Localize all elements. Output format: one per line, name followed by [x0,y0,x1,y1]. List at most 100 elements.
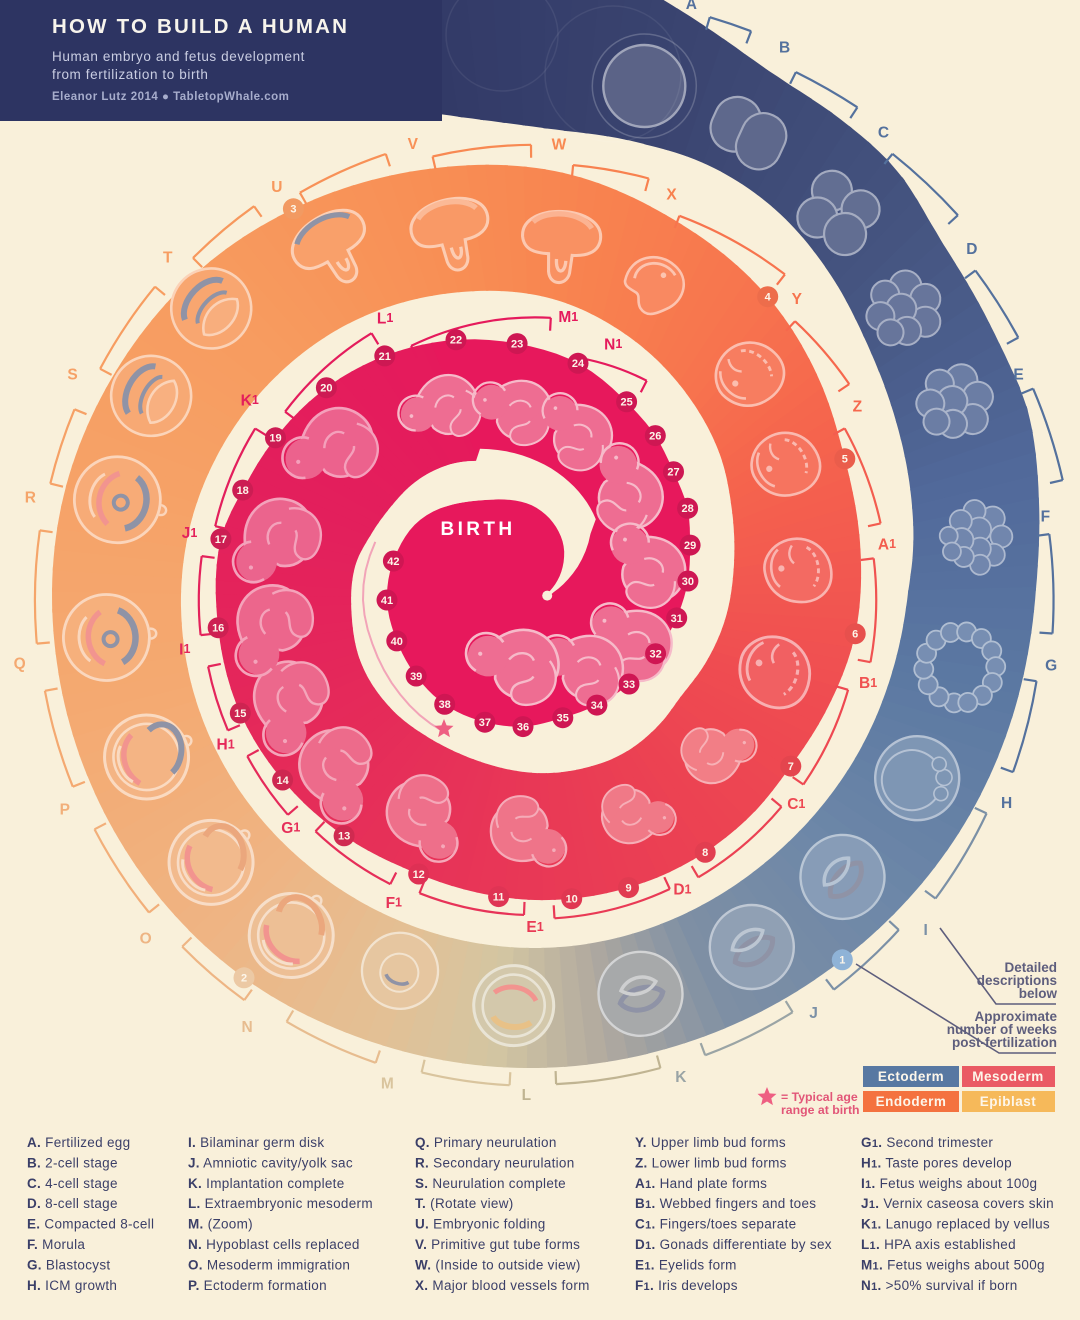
svg-text:31: 31 [671,613,683,625]
svg-text:32: 32 [649,649,661,661]
svg-text:Q. Primary neurulation: Q. Primary neurulation [415,1135,557,1150]
svg-text:16: 16 [212,623,224,635]
svg-text:J: J [809,1005,818,1022]
svg-text:post-fertilization: post-fertilization [952,1035,1057,1050]
svg-text:5: 5 [842,454,848,466]
svg-text:P: P [60,801,70,818]
svg-text:O. Mesoderm immigration: O. Mesoderm immigration [188,1257,350,1272]
svg-text:I1: I1 [179,641,190,658]
svg-text:27: 27 [667,467,679,479]
svg-text:30: 30 [682,576,694,588]
svg-text:X. Major blood vessels form: X. Major blood vessels form [415,1278,590,1293]
svg-text:28: 28 [681,503,693,515]
svg-text:J1: J1 [182,525,198,542]
svg-text:1: 1 [839,955,845,967]
svg-text:V: V [408,136,419,153]
svg-text:19: 19 [269,433,281,445]
svg-text:N1. >50% survival if born: N1. >50% survival if born [861,1278,1018,1293]
svg-text:O: O [140,930,152,947]
svg-text:B1: B1 [859,675,877,692]
svg-text:B1. Webbed fingers and toes: B1. Webbed fingers and toes [635,1196,816,1211]
svg-text:41: 41 [381,595,393,607]
svg-text:38: 38 [439,699,451,711]
svg-text:J1. Vernix caseosa covers skin: J1. Vernix caseosa covers skin [861,1196,1054,1211]
svg-text:13: 13 [338,831,350,843]
svg-text:Ectoderm: Ectoderm [878,1069,944,1084]
svg-text:G1: G1 [281,820,300,837]
svg-text:G1. Second trimester: G1. Second trimester [861,1135,993,1150]
svg-text:= Typical age: = Typical age [781,1090,858,1104]
svg-text:6: 6 [852,629,858,641]
svg-text:29: 29 [684,540,696,552]
svg-text:36: 36 [517,722,529,734]
svg-text:N: N [241,1019,252,1036]
svg-text:T: T [163,250,173,267]
svg-text:Mesoderm: Mesoderm [972,1069,1044,1084]
svg-text:S. Neurulation complete: S. Neurulation complete [415,1176,566,1191]
svg-text:N. Hypoblast cells replaced: N. Hypoblast cells replaced [188,1237,360,1252]
svg-text:from fertilization to birth: from fertilization to birth [52,67,209,82]
svg-text:H. ICM growth: H. ICM growth [27,1278,117,1293]
svg-text:H1. Taste pores develop: H1. Taste pores develop [861,1155,1012,1170]
svg-text:R: R [25,489,36,506]
svg-text:K: K [675,1069,687,1086]
svg-text:39: 39 [410,671,422,683]
svg-text:M1: M1 [558,309,578,326]
svg-text:L1. HPA axis established: L1. HPA axis established [861,1237,1016,1252]
svg-text:H1: H1 [217,736,235,753]
svg-text:Detailed: Detailed [1004,960,1057,975]
svg-text:L. Extraembryonic mesoderm: L. Extraembryonic mesoderm [188,1196,373,1211]
svg-text:L1: L1 [377,310,393,327]
svg-text:42: 42 [387,556,399,568]
svg-text:W: W [552,137,567,154]
svg-text:F1. Iris develops: F1. Iris develops [635,1278,738,1293]
svg-text:M1. Fetus weighs about 500g: M1. Fetus weighs about 500g [861,1257,1045,1272]
svg-text:B. 2-cell stage: B. 2-cell stage [27,1155,118,1170]
svg-text:C1. Fingers/toes separate: C1. Fingers/toes separate [635,1217,796,1232]
svg-text:21: 21 [379,351,391,363]
svg-text:D. 8-cell stage: D. 8-cell stage [27,1196,118,1211]
svg-text:C: C [878,125,889,142]
svg-text:23: 23 [511,339,523,351]
svg-text:below: below [1019,986,1058,1001]
svg-text:A. Fertilized egg: A. Fertilized egg [27,1135,130,1150]
svg-text:15: 15 [234,708,246,720]
svg-text:U. Embryonic folding: U. Embryonic folding [415,1217,546,1232]
svg-text:F: F [1041,508,1050,525]
svg-text:24: 24 [572,358,585,370]
svg-text:Approximate: Approximate [974,1009,1057,1024]
svg-text:T. (Rotate view): T. (Rotate view) [415,1196,514,1211]
svg-text:26: 26 [649,431,661,443]
svg-text:F. Morula: F. Morula [27,1237,85,1252]
svg-text:20: 20 [320,383,332,395]
svg-text:J. Amniotic cavity/yolk sac: J. Amniotic cavity/yolk sac [188,1155,353,1170]
svg-text:Q: Q [14,655,26,672]
svg-text:A1. Hand plate forms: A1. Hand plate forms [635,1176,767,1191]
svg-text:B: B [779,39,790,56]
svg-text:4: 4 [765,292,772,304]
svg-text:Endoderm: Endoderm [876,1094,947,1109]
svg-text:37: 37 [479,717,491,729]
svg-text:M: M [381,1075,394,1092]
svg-text:Z: Z [853,398,863,415]
svg-text:E1. Eyelids form: E1. Eyelids form [635,1257,737,1272]
svg-text:L: L [522,1087,531,1104]
svg-text:Y: Y [792,291,803,308]
svg-text:A: A [686,0,697,13]
svg-text:S: S [67,366,77,383]
svg-text:I. Bilaminar germ disk: I. Bilaminar germ disk [188,1135,324,1150]
svg-text:18: 18 [237,485,249,497]
svg-text:G: G [1045,657,1057,674]
svg-text:H: H [1001,795,1012,812]
svg-text:17: 17 [215,534,227,546]
svg-text:E: E [1013,367,1023,384]
svg-text:7: 7 [788,761,794,773]
svg-text:E. Compacted 8-cell: E. Compacted 8-cell [27,1217,154,1232]
svg-text:25: 25 [620,397,632,409]
svg-text:D1: D1 [673,881,691,898]
svg-text:E1: E1 [526,919,543,936]
svg-text:I1. Fetus weighs about 100g: I1. Fetus weighs about 100g [861,1176,1037,1191]
svg-text:descriptions: descriptions [977,973,1057,988]
svg-text:F1: F1 [386,895,402,912]
svg-text:R. Secondary neurulation: R. Secondary neurulation [415,1155,575,1170]
